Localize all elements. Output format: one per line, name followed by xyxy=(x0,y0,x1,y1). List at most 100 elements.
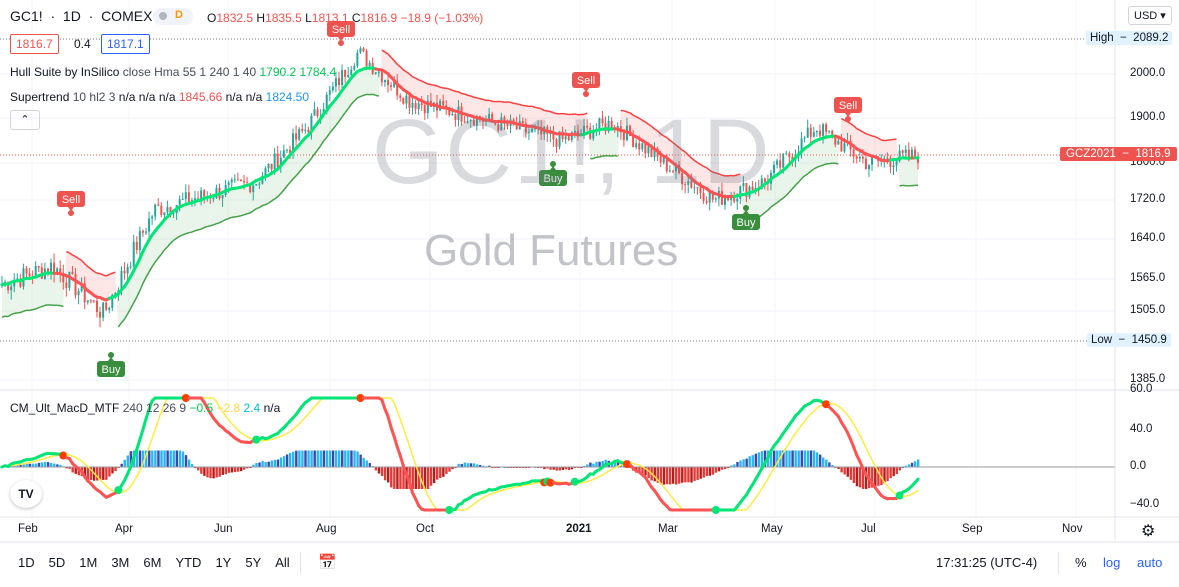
trend-fill xyxy=(464,94,468,116)
macd-histogram-bar xyxy=(243,467,246,470)
go-to-date-calendar-icon[interactable]: 📅 xyxy=(318,554,337,571)
supertrend-segment xyxy=(256,206,260,210)
collapse-legend-button[interactable]: ⌃ xyxy=(10,110,40,130)
candle-body xyxy=(331,86,334,91)
buy-signal-pointer xyxy=(108,357,114,361)
candle-body xyxy=(408,95,411,108)
range-6m-button[interactable]: 6M xyxy=(143,555,162,570)
macd-signal-line xyxy=(800,420,806,426)
hull-suite-legend[interactable]: Hull Suite by InSilico close Hma 55 1 24… xyxy=(10,65,337,79)
time-tick-label: Oct xyxy=(416,523,434,535)
macd-histogram-bar xyxy=(71,467,74,473)
trend-fill xyxy=(201,198,205,230)
trend-fill xyxy=(115,272,119,327)
macd-histogram-bar xyxy=(28,463,31,467)
trend-fill xyxy=(694,160,698,184)
macd-signal-line xyxy=(414,464,420,474)
macd-histogram-bar xyxy=(806,450,810,467)
macd-histogram-bar xyxy=(25,463,28,467)
range-all-button[interactable]: All xyxy=(275,555,290,570)
candle-body xyxy=(108,307,111,310)
candle-body xyxy=(316,109,319,116)
candle-body xyxy=(812,132,815,137)
log-scale-button[interactable]: log xyxy=(1103,555,1121,570)
clock-time[interactable]: 17:31:25 (UTC-4) xyxy=(936,555,1038,570)
range-5y-button[interactable]: 5Y xyxy=(245,555,262,570)
supertrend-legend[interactable]: Supertrend 10 hl2 3 n/a n/a n/a 1845.66 … xyxy=(10,90,310,104)
range-5d-button[interactable]: 5D xyxy=(48,555,66,570)
trend-fill xyxy=(283,158,287,190)
trend-fill xyxy=(911,157,915,186)
range-1d-button[interactable]: 1D xyxy=(18,555,35,570)
candle-body xyxy=(71,271,74,275)
candle-body xyxy=(233,179,236,181)
settings-gear-icon[interactable]: ⚙ xyxy=(1141,523,1156,540)
macd-signal-line xyxy=(914,489,919,494)
macd-signal-line xyxy=(525,483,530,486)
trend-fill xyxy=(326,106,330,138)
auto-scale-button[interactable]: auto xyxy=(1137,555,1163,570)
supertrend-segment xyxy=(712,171,717,174)
bid-price[interactable]: 1816.7 xyxy=(10,34,59,54)
candle-body xyxy=(184,192,187,199)
tradingview-logo-icon[interactable]: TV xyxy=(10,480,42,508)
trend-fill xyxy=(185,203,189,234)
supertrend-segment xyxy=(35,306,40,310)
trend-fill xyxy=(611,128,615,157)
macd-signal-line xyxy=(268,438,272,441)
percent-scale-button[interactable]: % xyxy=(1075,555,1087,570)
range-1m-button[interactable]: 1M xyxy=(79,555,98,570)
range-1y-button[interactable]: 1Y xyxy=(215,555,232,570)
supertrend-segment xyxy=(547,110,551,113)
macd-signal-line xyxy=(764,478,769,485)
macd-histogram-bar xyxy=(429,467,433,486)
macd-signal-line xyxy=(495,490,499,494)
supertrend-segment xyxy=(237,215,242,218)
supertrend-segment xyxy=(332,124,337,130)
macd-signal-line xyxy=(399,418,405,429)
supertrend-segment xyxy=(402,69,407,73)
candle-body xyxy=(341,69,344,86)
candle-body xyxy=(555,139,558,147)
macd-histogram-bar xyxy=(56,464,59,467)
supertrend-segment xyxy=(868,134,873,137)
macd-signal-line xyxy=(586,479,591,483)
macd-line xyxy=(407,481,415,495)
trend-fill xyxy=(299,141,303,173)
macd-signal-line xyxy=(301,416,306,422)
currency-selector[interactable]: USD ▾ xyxy=(1128,6,1172,25)
macd-signal-line xyxy=(498,489,502,493)
macd-histogram-bar xyxy=(702,467,705,478)
macd-histogram-bar xyxy=(175,450,179,467)
supertrend-segment xyxy=(430,83,435,86)
supertrend-segment xyxy=(326,132,331,138)
range-ytd-button[interactable]: YTD xyxy=(175,555,202,570)
candle-body xyxy=(411,102,414,108)
macd-legend[interactable]: CM_Ult_MacD_MTF 240 12 26 9 −0.5 −2.8 2.… xyxy=(10,401,281,415)
range-3m-button[interactable]: 3M xyxy=(111,555,130,570)
candle-body xyxy=(95,300,98,312)
market-status-badge[interactable]: D xyxy=(153,8,193,25)
supertrend-segment xyxy=(641,119,646,123)
symbol-title[interactable]: GC1! · 1D · COMEX xyxy=(10,8,153,24)
macd-signal-line xyxy=(292,426,297,430)
macd-histogram-bar xyxy=(895,467,898,475)
macd-histogram-bar xyxy=(864,467,868,489)
time-tick-label: Jul xyxy=(861,523,876,535)
macd-signal-line xyxy=(595,475,600,479)
candle-body xyxy=(178,199,181,206)
macd-histogram-bar xyxy=(644,467,647,476)
supertrend-segment xyxy=(105,273,110,277)
candle-body xyxy=(904,149,907,154)
trend-fill xyxy=(724,175,729,197)
macd-histogram-bar xyxy=(809,450,813,467)
macd-histogram-bar xyxy=(466,463,470,467)
trend-fill xyxy=(697,162,701,186)
trend-fill xyxy=(213,194,217,225)
macd-histogram-bar xyxy=(218,467,221,477)
ask-price[interactable]: 1817.1 xyxy=(101,34,150,54)
supertrend-segment xyxy=(785,191,790,196)
macd-signal-line xyxy=(154,420,159,430)
macd-signal-line xyxy=(225,415,230,421)
